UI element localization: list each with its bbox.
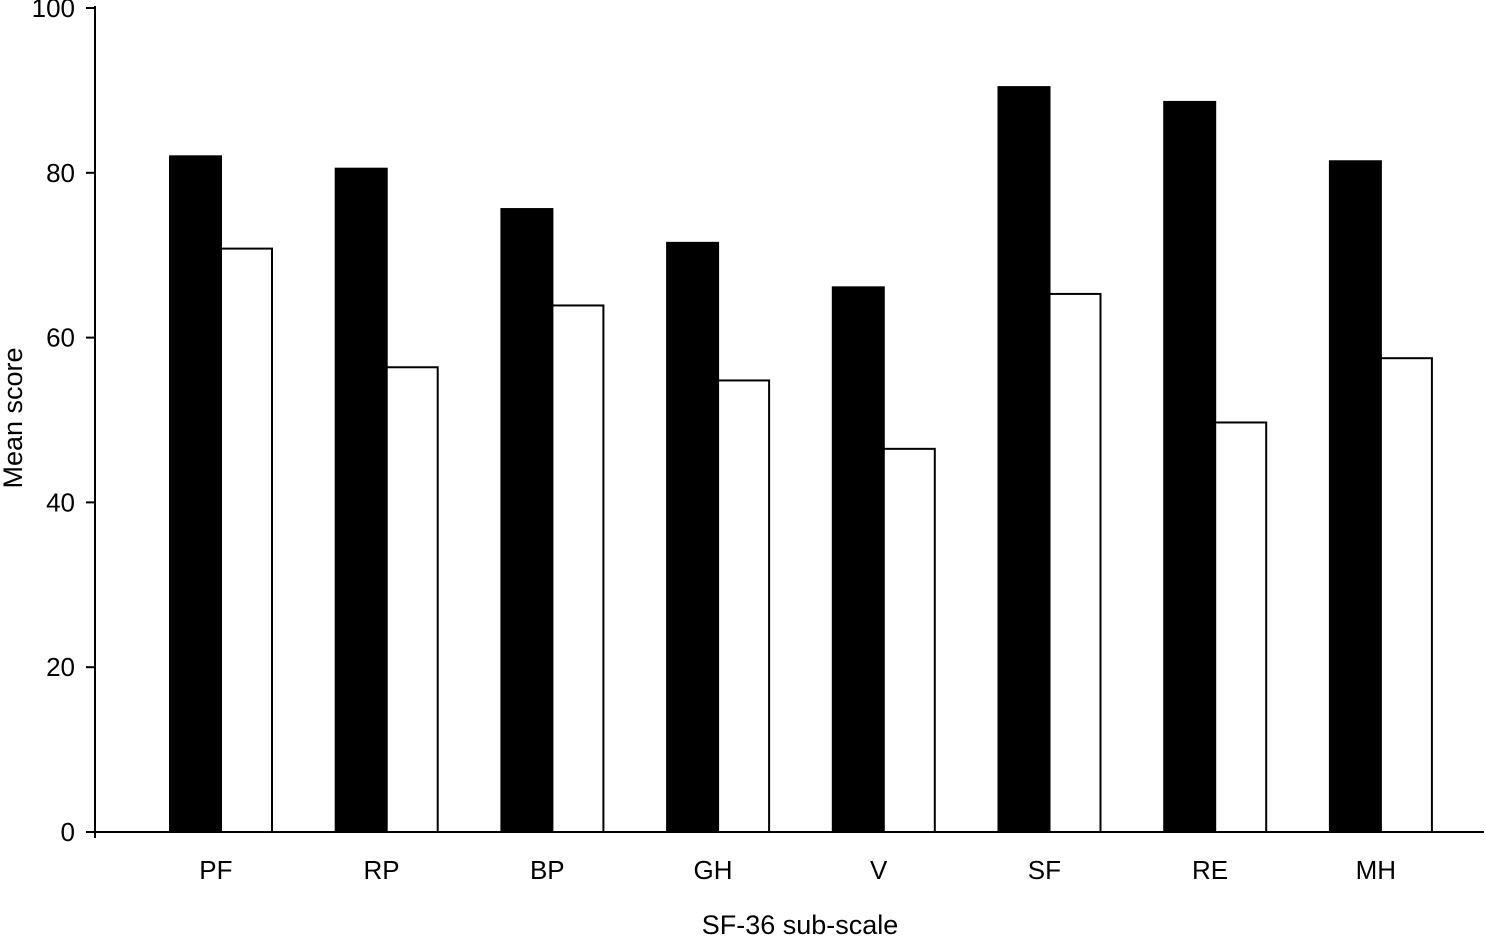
x-tick-label-gh: GH [694,855,733,885]
y-axis-title: Mean score [0,347,28,488]
bars-group [169,86,1433,834]
y-tick-label: 100 [32,0,75,23]
y-tick-label: 20 [46,652,75,682]
bar-mh-series-2 [1379,357,1433,833]
bar-re-series-1 [1163,100,1217,834]
y-tick-label: 0 [61,817,75,847]
bar-gh-series-2 [717,379,771,833]
y-ticks-group: 0 20 40 60 80 100 [32,0,95,847]
bar-pf-series-2 [220,247,273,834]
x-axis-title: SF-36 sub-scale [702,910,899,937]
x-tick-label-rp: RP [364,855,400,885]
bar-v-series-1 [831,286,885,833]
bar-pf-series-1 [169,155,222,833]
bar-mh-series-1 [1328,160,1382,834]
y-tick-label: 60 [46,323,75,353]
x-tick-label-re: RE [1192,855,1228,885]
bar-rp-series-1 [334,167,388,833]
x-tick-label-sf: SF [1028,855,1061,885]
bar-sf-series-2 [1048,292,1102,834]
y-tick-label: 80 [46,158,75,188]
bar-v-series-2 [882,447,936,833]
bar-gh-series-1 [666,241,720,833]
bar-sf-series-1 [997,86,1051,833]
bar-re-series-2 [1214,421,1268,833]
x-tick-label-bp: BP [530,855,565,885]
bar-bp-series-2 [551,304,605,833]
x-ticks-group: PF RP BP GH V SF RE MH [199,855,1396,885]
bar-rp-series-2 [385,366,439,833]
y-tick-label: 40 [46,487,75,517]
x-tick-label-pf: PF [199,855,232,885]
x-tick-label-v: V [870,855,888,885]
bar-bp-series-1 [500,208,554,833]
x-tick-label-mh: MH [1356,855,1396,885]
